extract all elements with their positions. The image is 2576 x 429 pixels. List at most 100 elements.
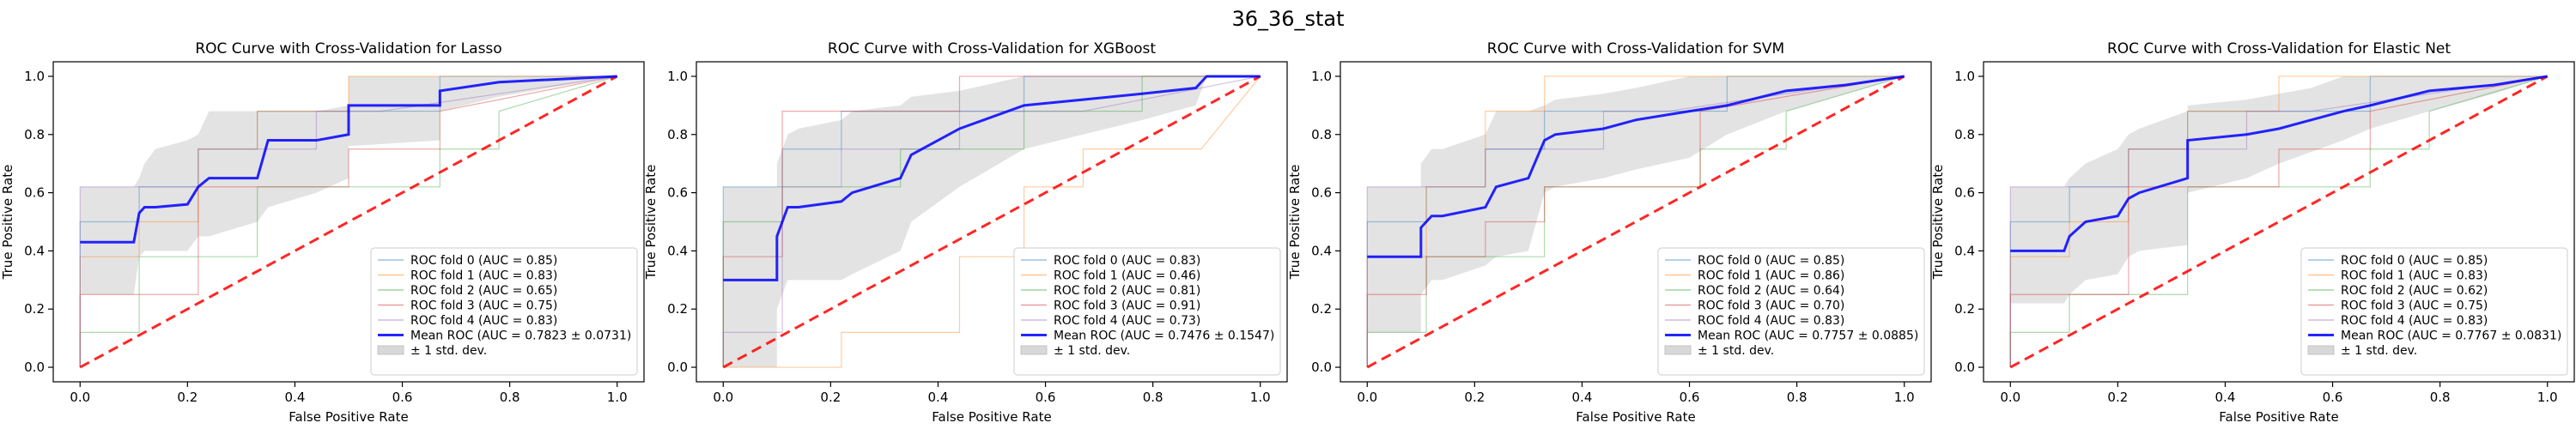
y-tick-label: 0.6 (1311, 185, 1332, 201)
y-tick-label: 0.8 (1954, 127, 1975, 142)
roc-fold-line (79, 76, 617, 368)
axes-frame (696, 61, 1288, 383)
legend-box (1657, 247, 1925, 376)
legend-label: Mean ROC (AUC = 0.7823 ± 0.0731) (410, 329, 631, 343)
roc-fold-line (79, 76, 617, 368)
axes-frame (1340, 61, 1932, 383)
y-tick-label: 0.8 (24, 127, 45, 142)
roc-fold-line (722, 76, 1261, 368)
chance-line (79, 75, 618, 369)
y-tick-label: 0.4 (1954, 243, 1975, 258)
y-tick-label: 0.0 (24, 360, 45, 375)
std-band (1367, 76, 1905, 333)
legend-label: Mean ROC (AUC = 0.7476 ± 0.1547) (1054, 329, 1274, 343)
legend-label: ± 1 std. dev. (1698, 344, 1774, 358)
legend-label: Mean ROC (AUC = 0.7757 ± 0.0885) (1698, 329, 1918, 343)
legend-label: ROC fold 0 (AUC = 0.85) (2341, 254, 2488, 268)
legend-label: ROC fold 1 (AUC = 0.83) (2341, 269, 2488, 283)
chart-title: ROC Curve with Cross-Validation for SVM (1487, 40, 1784, 57)
x-tick-label: 1.0 (2537, 390, 2558, 405)
x-tick-label: 0.8 (2430, 390, 2451, 405)
y-axis-label: True Positive Rate (1287, 165, 1303, 281)
legend-label: Mean ROC (AUC = 0.7767 ± 0.0831) (2341, 329, 2561, 343)
roc-fold-line (1366, 76, 1905, 368)
legend: ROC fold 0 (AUC = 0.83)ROC fold 1 (AUC =… (1013, 247, 1281, 376)
roc-panel: 0.0 0.2 0.4 0.6 0.8 1.0 0.0 0.2 0.4 0.6 0.8 1.0 ROC … (1287, 40, 1932, 425)
x-tick-label: 0.0 (1357, 390, 1377, 405)
axes-frame (1983, 61, 2575, 383)
legend-label: ROC fold 4 (AUC = 0.73) (1054, 314, 1200, 328)
legend-std-swatch (377, 345, 404, 355)
axes-frame (52, 61, 645, 383)
mean-roc-line (80, 75, 617, 244)
x-tick-label: 0.0 (70, 390, 90, 405)
y-tick-label: 0.2 (667, 301, 688, 317)
y-tick-label: 0.0 (667, 360, 688, 375)
roc-panel: 0.0 0.2 0.4 0.6 0.8 1.0 0.0 0.2 0.4 0.6 0.8 1.0 ROC … (643, 40, 1288, 425)
roc-fold-line (2009, 76, 2548, 368)
y-tick-label: 1.0 (24, 69, 45, 84)
legend-label: ROC fold 2 (AUC = 0.64) (1698, 284, 1844, 298)
legend-std-swatch (1664, 345, 1692, 355)
y-tick-label: 0.8 (667, 127, 688, 142)
y-tick-label: 0.0 (1311, 360, 1332, 375)
y-axis-label: True Positive Rate (643, 165, 659, 281)
x-tick-label: 0.2 (2107, 390, 2128, 405)
legend-box (2300, 247, 2568, 376)
x-tick-label: 0.8 (500, 390, 520, 405)
x-tick-label: 0.6 (1680, 390, 1700, 405)
roc-fold-line (2009, 76, 2548, 368)
x-tick-label: 0.6 (1036, 390, 1056, 405)
x-tick-label: 0.4 (1572, 390, 1593, 405)
x-tick-label: 0.6 (2323, 390, 2343, 405)
legend-std-swatch (2307, 345, 2335, 355)
chance-line (1366, 75, 1905, 369)
roc-fold-line (722, 76, 1261, 368)
roc-fold-line (2009, 76, 2548, 368)
y-axis-label: True Positive Rate (1930, 165, 1946, 281)
y-tick-label: 0.6 (1954, 185, 1975, 201)
legend-label: ROC fold 4 (AUC = 0.83) (410, 314, 557, 328)
legend-label: ROC fold 2 (AUC = 0.62) (2341, 284, 2488, 298)
std-band (80, 76, 617, 295)
y-tick-label: 0.6 (24, 185, 45, 201)
y-tick-label: 0.0 (1954, 360, 1975, 375)
legend-label: ROC fold 3 (AUC = 0.75) (410, 299, 557, 313)
legend-label: ROC fold 3 (AUC = 0.91) (1054, 299, 1200, 313)
mean-roc-line (1367, 75, 1905, 258)
legend-label: ROC fold 2 (AUC = 0.65) (410, 284, 557, 298)
x-tick-label: 0.4 (285, 390, 306, 405)
legend-label: ± 1 std. dev. (410, 344, 487, 358)
x-tick-label: 1.0 (607, 390, 628, 405)
legend: ROC fold 0 (AUC = 0.85)ROC fold 1 (AUC =… (1657, 247, 1925, 376)
std-band (723, 76, 1261, 368)
roc-fold-line (722, 76, 1261, 368)
chart-title: ROC Curve with Cross-Validation for Elas… (2107, 40, 2451, 57)
x-tick-label: 0.8 (1143, 390, 1163, 405)
chance-line (722, 75, 1261, 369)
y-tick-label: 1.0 (1954, 69, 1975, 84)
x-axis-label: False Positive Rate (2219, 409, 2338, 425)
legend-label: ROC fold 0 (AUC = 0.85) (410, 254, 557, 268)
x-axis-label: False Positive Rate (289, 409, 408, 425)
roc-fold-line (79, 76, 617, 368)
legend: ROC fold 0 (AUC = 0.85)ROC fold 1 (AUC =… (370, 247, 638, 376)
chart-title: ROC Curve with Cross-Validation for XGBo… (828, 40, 1157, 57)
y-tick-label: 1.0 (1311, 69, 1332, 84)
legend-label: ROC fold 1 (AUC = 0.83) (410, 269, 557, 283)
x-tick-label: 0.0 (713, 390, 733, 405)
y-tick-label: 0.4 (1311, 243, 1332, 258)
legend-label: ± 1 std. dev. (2341, 344, 2417, 358)
legend-label: ROC fold 1 (AUC = 0.46) (1054, 269, 1200, 283)
roc-fold-line (2009, 76, 2548, 368)
x-tick-label: 0.2 (820, 390, 841, 405)
roc-fold-line (1366, 76, 1905, 368)
y-tick-label: 0.6 (667, 185, 688, 201)
legend-label: ROC fold 3 (AUC = 0.75) (2341, 299, 2488, 313)
roc-fold-line (722, 76, 1261, 368)
y-tick-label: 0.4 (667, 243, 688, 258)
mean-roc-line (2010, 75, 2548, 252)
y-tick-label: 0.2 (24, 301, 45, 317)
y-axis-label: True Positive Rate (0, 165, 15, 281)
